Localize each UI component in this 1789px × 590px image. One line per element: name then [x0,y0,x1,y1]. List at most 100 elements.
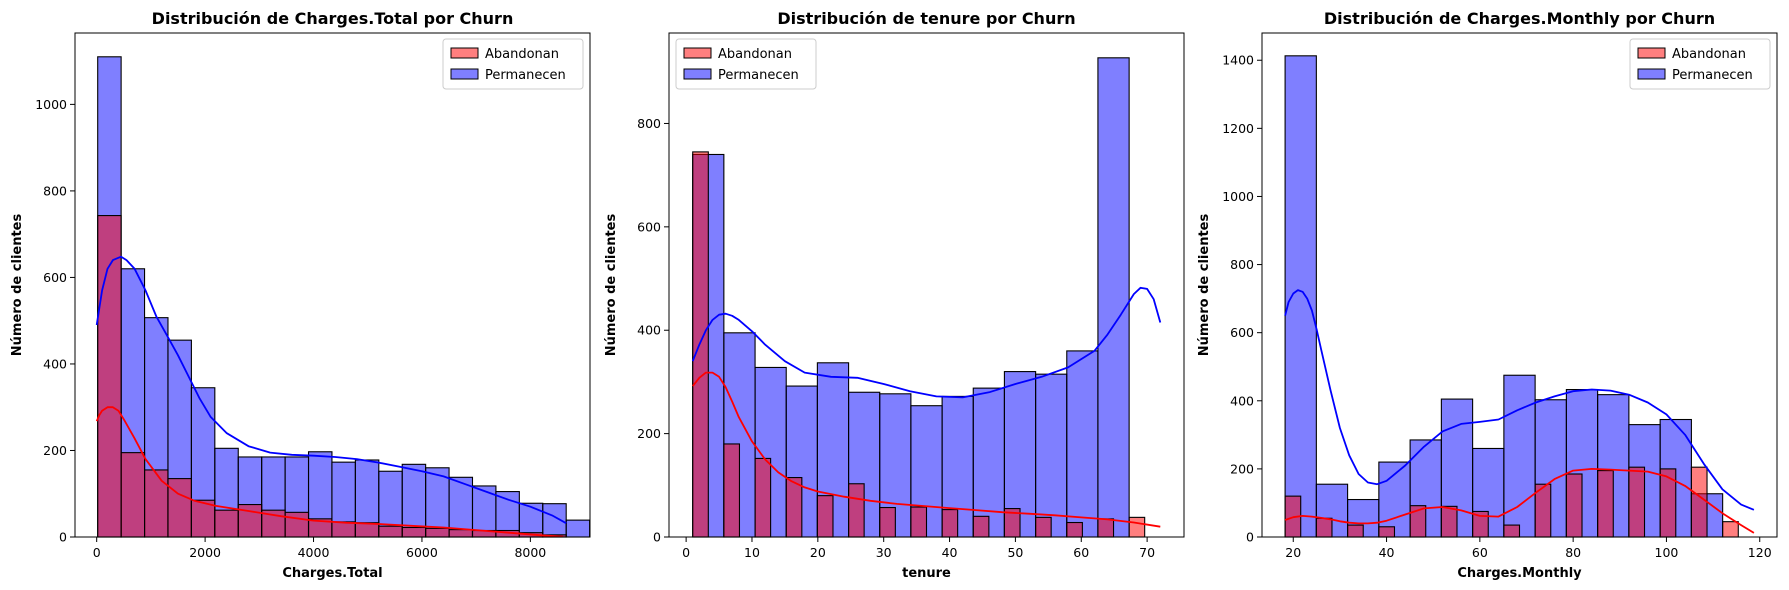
abandonan-bar [190,499,216,538]
abandonan-bar [167,478,192,538]
abandonan-bar [284,511,310,538]
permanecen-kde-line [1284,289,1755,511]
legend-label-permanecen: Permanecen [718,68,799,83]
y-tick-label: 1000 [1222,189,1254,204]
x-tick-label: 0 [93,545,101,560]
y-tick-label: 800 [43,183,67,198]
chart-title: Distribución de Charges.Monthly por Chur… [1324,9,1715,28]
legend-label-permanecen: Permanecen [1672,68,1753,83]
x-tick-label: 120 [1748,545,1772,560]
abandonan-bar [1690,466,1708,538]
abandonan-bar [144,469,169,538]
y-tick-label: 200 [43,443,67,458]
x-tick-label: 8000 [514,545,546,560]
abandonan-bar [910,506,928,538]
abandonan-bar [754,457,772,538]
x-axis-label: Charges.Total [282,566,382,581]
y-tick-label: 200 [637,426,661,441]
abandonan-bar [425,527,450,538]
abandonan-bar [1066,521,1083,538]
x-tick-label: 60 [1073,545,1089,560]
x-axis-label: Charges.Monthly [1457,566,1582,581]
x-tick-label: 20 [1285,545,1301,560]
permanecen-bar [1503,374,1536,538]
permanecen-bar [518,502,544,538]
charges-monthly-chart: 20 40 60 80 100 1200200400600800100012001400D… [1197,9,1778,581]
y-tick-label: 600 [1230,325,1254,340]
y-axis-label: Número de clientes [10,214,25,357]
legend-label-abandonan: Abandonan [718,47,792,62]
abandonan-bar [120,452,146,538]
y-tick-label: 0 [1246,530,1254,545]
x-tick-label: 30 [876,545,892,560]
abandonan-bar [378,525,403,538]
legend-swatch-abandonan [683,47,712,59]
abandonan-bar [1128,516,1146,538]
axes-frame [668,32,1185,538]
y-tick-label: 400 [637,323,661,338]
legend-swatch-permanecen [450,68,479,80]
permanecen-kde-line [95,255,567,524]
x-tick-label: 6000 [406,545,438,560]
y-tick-label: 1000 [35,97,67,112]
x-tick-label: 50 [1007,545,1023,560]
y-axis-label: Número de clientes [1197,214,1212,357]
abandonan-bar [354,522,380,538]
abandonan-bar [1503,524,1521,538]
y-tick-label: 1200 [1222,121,1254,136]
x-tick-label: 2000 [189,545,221,560]
axes-frame [1261,32,1778,538]
abandonan-bar [1097,518,1115,538]
abandonan-bar [1347,524,1364,538]
legend: Abandonan Permanecen [675,38,817,90]
legend-swatch-abandonan [1637,47,1666,59]
abandonan-kde-line [95,406,563,538]
y-axis-label: Número de clientes [604,214,619,357]
abandonan-bar [214,509,239,538]
legend-swatch-permanecen [683,68,712,80]
permanecen-bar [1097,57,1130,538]
y-tick-label: 200 [1230,461,1254,476]
abandonan-bar [331,521,356,538]
y-tick-label: 0 [653,530,661,545]
abandonan-bar [879,506,896,538]
chart-title: Distribución de tenure por Churn [777,9,1075,28]
abandonan-bar [785,477,803,538]
x-tick-label: 4000 [298,545,330,560]
abandonan-kde-line [1284,467,1755,534]
legend: Abandonan Permanecen [442,38,584,90]
x-tick-label: 100 [1655,545,1679,560]
permanecen-bar [1284,55,1317,538]
abandonan-bar [448,529,474,538]
permanecen-bar [1066,350,1099,538]
abandonan-bar [692,151,709,538]
legend-swatch-abandonan [450,47,479,59]
abandonan-bar [941,509,959,538]
charges-total-chart: 0 2000 4000 6000 8000 0 200 400 600 800 1000 Distri… [10,9,591,581]
permanecen-bar [565,519,591,538]
abandonan-bar [1597,470,1614,538]
x-tick-label: 60 [1472,545,1488,560]
x-tick-label: 70 [1139,545,1155,560]
legend-label-permanecen: Permanecen [485,68,566,83]
legend-label-abandonan: Abandonan [485,47,559,62]
y-tick-label: 400 [1230,393,1254,408]
y-tick-label: 800 [1230,257,1254,272]
y-tick-label: 600 [43,270,67,285]
tenure-chart: 0 10 20 30 40 50 60 70 0 200 400 600 800 Distribución… [604,9,1185,581]
y-tick-label: 1400 [1222,53,1254,68]
y-tick-label: 600 [637,219,661,234]
x-axis-label: tenure [902,566,951,581]
abandonan-bar [1440,505,1458,538]
permanecen-bar [1035,373,1068,538]
x-tick-label: 40 [1379,545,1395,560]
abandonan-bar [97,215,122,538]
abandonan-bar [1378,526,1396,538]
abandonan-bar [401,526,427,538]
x-tick-label: 20 [810,545,826,560]
y-tick-label: 800 [637,116,661,131]
chart-title: Distribución de Charges.Total por Churn [152,9,514,28]
abandonan-kde-line [691,371,1161,528]
x-tick-label: 80 [1565,545,1581,560]
